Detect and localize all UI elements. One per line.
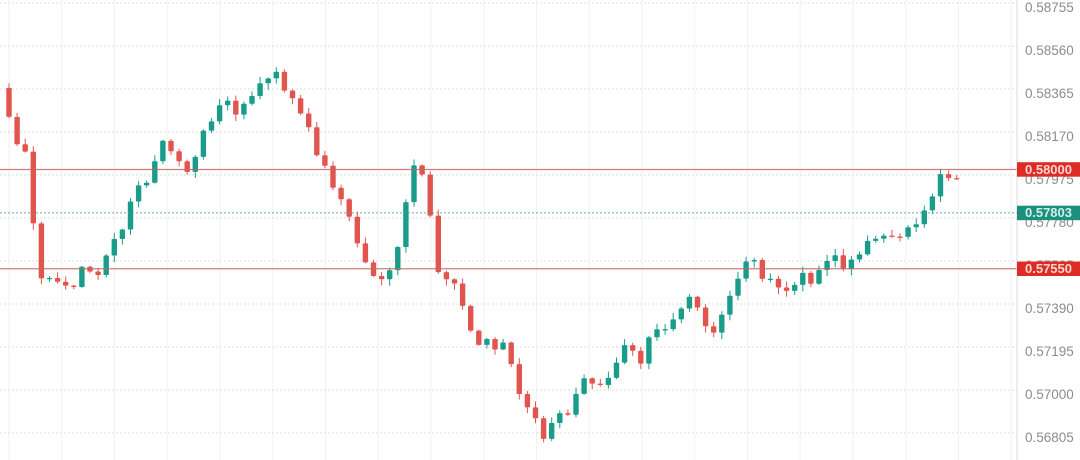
- svg-text:0.58365: 0.58365: [1025, 86, 1074, 101]
- svg-text:0.57195: 0.57195: [1025, 344, 1074, 359]
- svg-text:0.57390: 0.57390: [1025, 301, 1074, 316]
- svg-text:0.58755: 0.58755: [1025, 0, 1074, 15]
- svg-text:0.57550: 0.57550: [1025, 261, 1072, 276]
- svg-text:0.58170: 0.58170: [1025, 129, 1074, 144]
- svg-text:0.57000: 0.57000: [1025, 387, 1074, 402]
- svg-text:0.56805: 0.56805: [1025, 430, 1074, 445]
- svg-text:0.58000: 0.58000: [1025, 162, 1072, 177]
- svg-text:0.57803: 0.57803: [1025, 205, 1072, 220]
- svg-text:0.58560: 0.58560: [1025, 43, 1074, 58]
